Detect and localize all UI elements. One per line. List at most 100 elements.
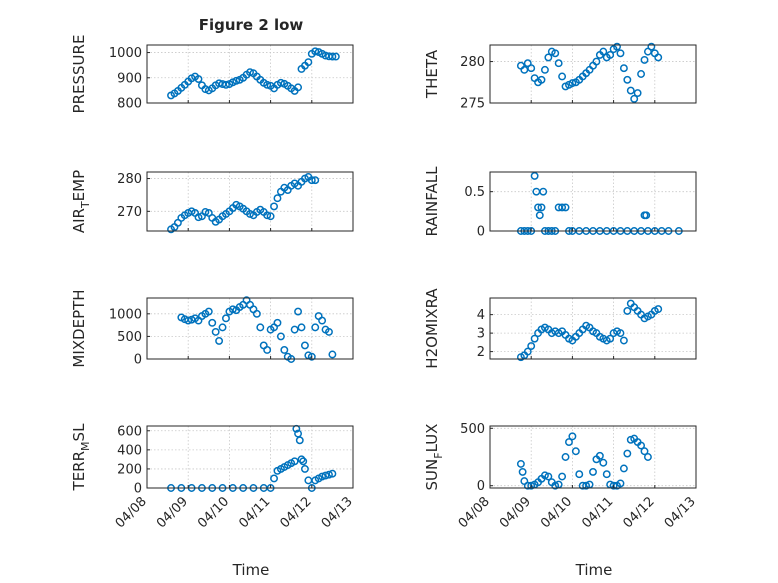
- data-point: [623, 449, 632, 458]
- data-point: [616, 49, 625, 58]
- data-point: [307, 352, 316, 361]
- data-point: [595, 451, 604, 460]
- y-tick-label: 3: [477, 327, 485, 342]
- data-point: [558, 472, 567, 481]
- data-point: [263, 80, 272, 89]
- data-point: [228, 305, 237, 314]
- plot-background: [490, 426, 696, 488]
- data-point: [554, 59, 563, 68]
- data-point: [637, 70, 646, 78]
- data-point: [232, 76, 241, 85]
- data-point: [619, 336, 628, 345]
- plot-background: [490, 45, 696, 103]
- data-point: [589, 467, 597, 476]
- y-tick-label: 0.5: [464, 185, 485, 200]
- y-tick-label: 280: [117, 172, 142, 187]
- axes-box: [146, 44, 354, 104]
- data-point: [592, 57, 601, 66]
- y-tick-label: 900: [117, 71, 142, 86]
- data-point: [527, 481, 536, 490]
- data-point: [328, 350, 337, 359]
- y-tick-label: 1000: [109, 46, 142, 61]
- data-point: [647, 42, 656, 51]
- data-point: [642, 211, 651, 220]
- data-point: [582, 481, 591, 490]
- x-tick-label: 04/13: [319, 494, 356, 531]
- data-point: [194, 213, 203, 222]
- data-point: [263, 346, 272, 354]
- data-point: [535, 211, 544, 220]
- data-point: [616, 329, 625, 338]
- data-point: [539, 187, 548, 196]
- data-point: [325, 327, 333, 336]
- y-axis-label: AIRTEMP: [70, 170, 92, 233]
- data-point: [558, 72, 567, 81]
- data-point: [273, 194, 282, 203]
- data-point: [544, 472, 553, 481]
- data-point: [551, 481, 560, 490]
- data-point: [300, 464, 309, 473]
- data-point: [184, 316, 193, 325]
- data-point: [544, 53, 553, 62]
- y-tick-label: 270: [117, 205, 142, 220]
- x-tick-label: 04/10: [195, 494, 232, 531]
- x-tick-label: 04/12: [278, 494, 315, 531]
- data-point: [297, 455, 306, 464]
- data-point: [328, 469, 337, 478]
- data-point: [276, 78, 285, 87]
- data-point: [654, 53, 663, 62]
- axes-box: [146, 297, 354, 360]
- x-tick-label: 04/08: [456, 494, 493, 531]
- data-point: [565, 438, 573, 447]
- y-axis-label: SUNFLUX: [423, 424, 445, 491]
- data-point: [551, 49, 560, 58]
- x-tick-label: 04/13: [662, 494, 699, 531]
- data-point: [328, 52, 337, 61]
- data-point: [263, 211, 272, 220]
- data-point: [626, 435, 635, 444]
- axes-box: [489, 171, 697, 232]
- data-point: [311, 323, 320, 332]
- x-tick-label: 04/09: [497, 494, 534, 531]
- y-tick-label: 275: [460, 97, 485, 112]
- y-tick-label: 280: [460, 55, 485, 70]
- data-point: [643, 453, 652, 461]
- data-point: [276, 332, 285, 341]
- data-point: [640, 55, 649, 64]
- y-axis-label: PRESSURE: [70, 35, 88, 114]
- data-point: [295, 436, 304, 445]
- data-point: [599, 47, 608, 56]
- data-point: [331, 52, 340, 61]
- data-point: [290, 325, 299, 334]
- data-point: [300, 341, 309, 350]
- data-point: [568, 432, 577, 441]
- data-point: [616, 479, 625, 488]
- data-point: [218, 323, 227, 332]
- panels-group: 800 900 1000 PRESSURE 275 280 THETA 270 280 AIRTE…: [70, 35, 699, 532]
- panel-6: 2 3 4 H2OMIXRA: [423, 288, 697, 369]
- y-tick-label: 2: [477, 345, 485, 360]
- data-point: [599, 458, 608, 467]
- data-point: [208, 318, 217, 327]
- data-point: [561, 453, 570, 461]
- x-tick-label: 04/08: [113, 494, 150, 531]
- y-tick-label: 400: [117, 443, 142, 458]
- x-tick-label: 04/12: [621, 494, 658, 531]
- y-axis-label: MIXDEPTH: [70, 289, 88, 367]
- data-point: [318, 316, 327, 325]
- data-point: [307, 176, 316, 185]
- data-point: [204, 307, 213, 316]
- data-point: [523, 347, 532, 356]
- data-point: [297, 323, 306, 332]
- y-tick-label: 4: [477, 308, 485, 323]
- data-point: [623, 75, 632, 84]
- x-tick-label: 04/10: [538, 494, 575, 531]
- data-point: [630, 94, 639, 103]
- y-tick-label: 200: [117, 462, 142, 477]
- data-point: [299, 457, 308, 466]
- data-point: [215, 79, 224, 88]
- data-point: [215, 336, 224, 345]
- data-point: [540, 65, 549, 74]
- axes-box: [146, 171, 354, 232]
- data-point: [606, 50, 615, 59]
